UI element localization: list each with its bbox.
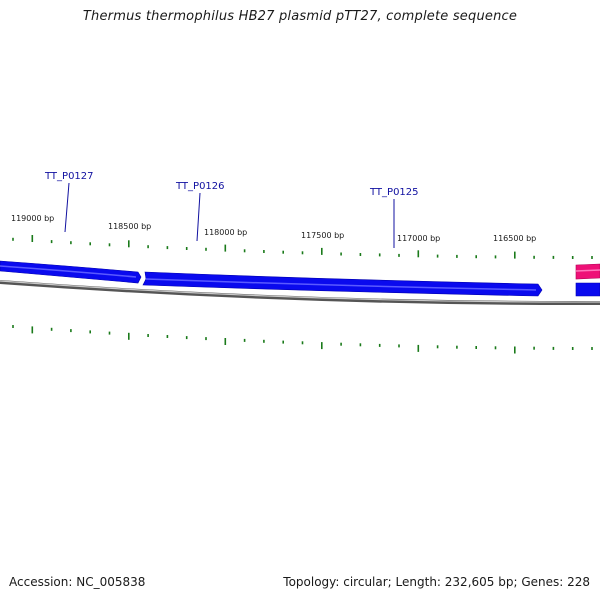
- inner-tick-ring: [12, 325, 593, 354]
- outer-tick-ring: [12, 235, 593, 259]
- bp-label-117000: 117000 bp: [397, 234, 440, 243]
- gene-label-tt-p0126: TT_P0126: [175, 181, 225, 192]
- gene-arrow-reverse-shine: [575, 269, 600, 272]
- gene-leader-line: [64, 182, 70, 233]
- plasmid-backbone-highlight: [0, 280, 600, 303]
- plasmid-backbone: [0, 280, 600, 306]
- gene-arrow-reverse[interactable]: [575, 263, 600, 280]
- map-title: Thermus thermophilus HB27 plasmid pTT27,…: [82, 9, 518, 24]
- bp-label-117500: 117500 bp: [301, 231, 344, 240]
- gene-label-tt-p0125: TT_P0125: [369, 187, 419, 198]
- accession-label: Accession: NC_005838: [9, 575, 146, 589]
- topology-summary: Topology: circular; Length: 232,605 bp; …: [283, 575, 590, 589]
- gene-arrow-tt-p0125[interactable]: [575, 282, 600, 297]
- bp-label-118500: 118500 bp: [108, 222, 151, 231]
- bp-label-119000: 119000 bp: [11, 214, 54, 223]
- gene-leader-line: [196, 192, 201, 242]
- gene-arrow-tt-p0126-shine: [145, 278, 537, 291]
- gene-arrow-tt-p0127-shine: [0, 265, 137, 278]
- gene-arrow-tt-p0126[interactable]: [142, 271, 543, 297]
- bp-label-116500: 116500 bp: [493, 234, 536, 243]
- bp-label-118000: 118000 bp: [204, 228, 247, 237]
- gene-label-tt-p0127: TT_P0127: [44, 171, 94, 182]
